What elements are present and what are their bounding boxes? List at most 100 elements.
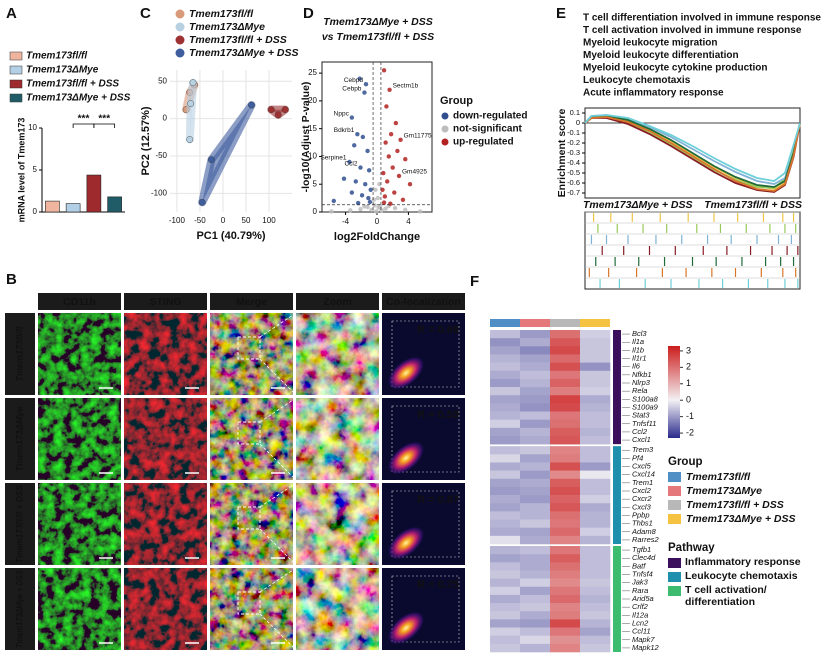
heatmap-cell [550, 446, 581, 455]
gene-point [396, 173, 402, 179]
micrograph [296, 398, 379, 480]
heatmap-cell [490, 403, 521, 412]
micrograph [124, 568, 207, 650]
x-axis-label: log2FoldChange [334, 231, 420, 243]
panel-label: E [556, 5, 566, 22]
heatmap-cell [520, 338, 551, 347]
heatmap-cell [580, 436, 611, 445]
coloc-density [387, 441, 425, 475]
y-tick-label: 0 [33, 207, 38, 216]
gene-point [367, 199, 373, 205]
gene-label: S100a9 [632, 402, 659, 411]
panel-label: F [470, 273, 479, 290]
gene-label: Gm11775 [404, 132, 432, 139]
legend-swatch [668, 572, 681, 582]
gene-point [368, 187, 373, 192]
legend-label: Tmem173ΔMye + DSS [686, 513, 795, 525]
sample-point [186, 136, 194, 143]
gene-label: Ccl11 [632, 627, 651, 636]
bar [86, 174, 102, 213]
heatmap-cell [490, 546, 521, 555]
y-tick-label: 15 [308, 124, 317, 133]
gene-point [380, 187, 385, 192]
heatmap-cell [550, 562, 581, 571]
gene-point [392, 205, 398, 211]
heatmap-cell [520, 594, 551, 604]
significance-label: *** [98, 114, 110, 125]
gene-label: Tnfsf11 [632, 419, 656, 428]
micrograph [210, 398, 293, 480]
heatmap-cell [550, 403, 581, 412]
legend-title: Pathway [668, 542, 715, 554]
gene-point [395, 148, 400, 154]
gene-point [363, 82, 369, 87]
x-tick-label: -4 [342, 217, 350, 226]
gene-point [403, 157, 408, 162]
x-tick-label: -100 [169, 216, 186, 225]
heatmap-cell [580, 562, 611, 571]
heatmap-cell [550, 470, 581, 480]
legend-title: Group [668, 456, 703, 468]
legend-label: Tmem173ΔMye + DSS [189, 47, 298, 59]
column-header-box [296, 293, 379, 310]
plot-frame [321, 61, 433, 213]
gene-point [372, 203, 377, 208]
pathway-bar [613, 546, 621, 652]
zoom-guide [259, 312, 297, 338]
heatmap-cell [580, 594, 611, 604]
legend-label-box: Inflammatory response [685, 556, 801, 568]
pathway-bar [613, 330, 621, 445]
heatmap-cell [490, 354, 521, 363]
gene-label: Tnfsf4 [632, 570, 653, 579]
gene-label: Cxcl5 [632, 462, 652, 471]
heatmap-cell [520, 411, 551, 420]
sample-point [267, 106, 275, 114]
heatmap-cell [550, 546, 581, 555]
coloc-density [387, 611, 425, 645]
heatmap-cell [550, 495, 581, 504]
heatmap-cell [520, 546, 551, 555]
heatmap-cell [520, 586, 551, 596]
heatmap-cell [490, 427, 521, 437]
gene-label: Bdkrb1 [334, 127, 355, 134]
gene-label: Serpine1 [320, 155, 346, 162]
gene-label: Trem3 [632, 445, 654, 454]
zoom-guide [259, 482, 297, 508]
heatmap-cell [580, 370, 611, 380]
heatmap-cell [520, 354, 551, 363]
gene-label: Gm4925 [402, 169, 427, 176]
heatmap-cell [550, 594, 581, 604]
gene-point [386, 154, 391, 159]
heatmap-cell [520, 395, 551, 404]
correlation-label: R = 0.75 [417, 579, 459, 591]
heatmap-cell [490, 562, 521, 571]
heatmap-cell [550, 554, 581, 563]
x-tick-label: -50 [194, 216, 206, 225]
heatmap-cell [520, 387, 551, 396]
heatmap-cell [520, 611, 551, 620]
heatmap-cell [520, 503, 551, 512]
legend-label: not-significant [453, 124, 523, 135]
significance-bracket [93, 123, 116, 128]
heatmap-cell [550, 362, 581, 372]
gene-point [381, 170, 386, 176]
heatmap-cell [490, 619, 521, 628]
row-label: Tmem173fl/fl + DSS [14, 485, 24, 563]
legend-swatch [668, 472, 681, 482]
heatmap-cell [520, 495, 551, 504]
gene-point [366, 195, 371, 201]
legend-label: Leukocyte chemotaxis [583, 75, 691, 86]
legend-label: Myeloid leukocyte migration [583, 38, 717, 49]
chart-title: Tmem173ΔMye + DSS [323, 16, 432, 28]
heatmap-cell [490, 635, 521, 645]
gene-label: Nlrp3 [632, 378, 651, 387]
heatmap-cell [490, 395, 521, 404]
heatmap-cell [520, 627, 551, 636]
group-label: Tmem173fl/fl + DSS [704, 199, 802, 211]
heatmap-cell [520, 535, 551, 545]
heatmap-cell [550, 535, 581, 545]
enrichment-curve [584, 115, 801, 188]
y-tick-label: 5 [33, 165, 38, 174]
heatmap-cell [490, 578, 521, 588]
bar [107, 196, 122, 213]
